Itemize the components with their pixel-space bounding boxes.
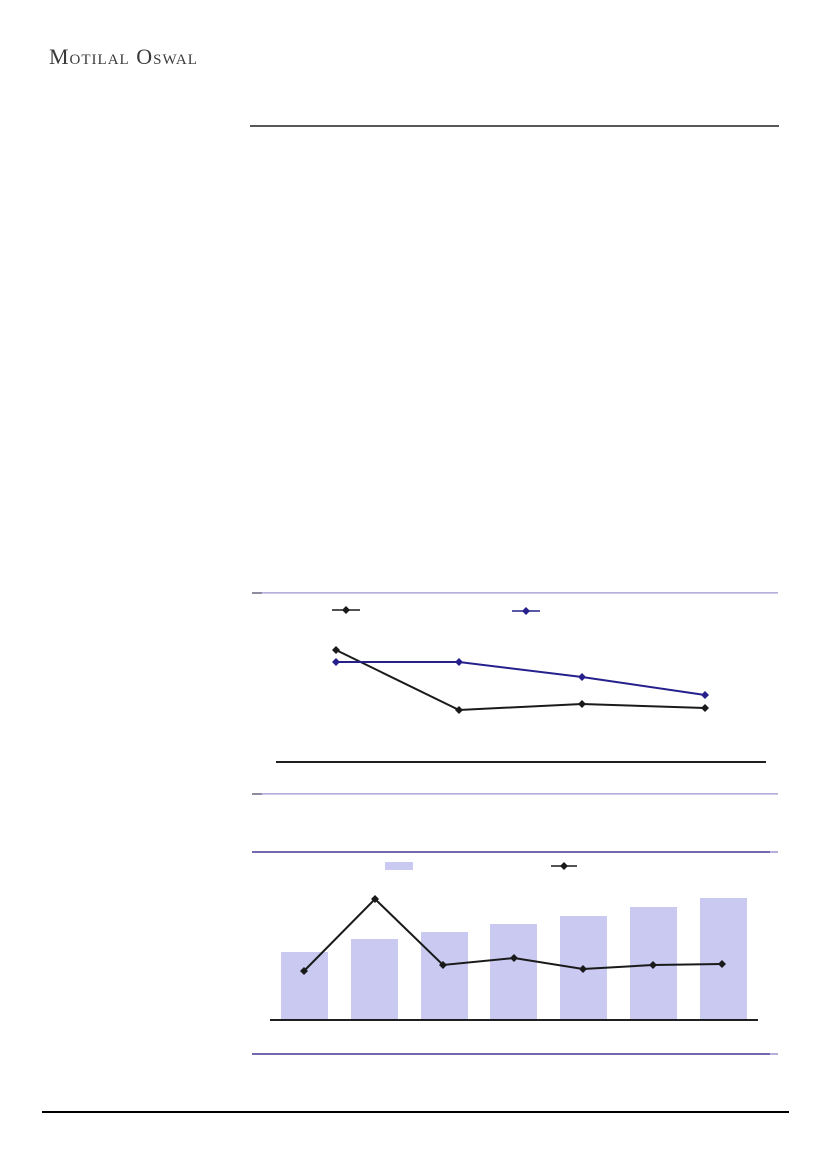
legend-bar-swatch: [385, 862, 413, 870]
navy-series-marker: [701, 691, 709, 699]
divider-tick: [770, 1053, 778, 1055]
header-rule: [250, 125, 779, 127]
black-line-marker: [579, 965, 587, 973]
black-line-marker: [439, 961, 447, 969]
footer-rule: [42, 1111, 789, 1113]
navy-series-marker: [455, 658, 463, 666]
bar: [490, 924, 537, 1020]
legend-marker: [560, 862, 568, 870]
divider-tick: [770, 851, 778, 853]
section-divider-top: [252, 592, 778, 594]
black-series-marker: [578, 700, 586, 708]
section-divider-chart2-top: [252, 851, 778, 853]
navy-series-line: [336, 661, 706, 696]
legend-marker: [342, 606, 350, 614]
black-series-marker: [332, 646, 340, 654]
line-chart: [276, 606, 766, 763]
black-line-marker: [649, 961, 657, 969]
section-divider-chart2-bottom: [252, 1053, 778, 1055]
bar: [281, 952, 328, 1020]
legend-marker: [522, 607, 530, 615]
brand-logo: Motilal Oswal: [49, 44, 198, 69]
black-line-marker: [718, 960, 726, 968]
black-series-line: [335, 649, 706, 712]
bar-line-chart: [270, 862, 758, 1021]
divider-tick: [252, 793, 262, 795]
black-line-marker: [371, 895, 379, 903]
black-line-marker: [510, 954, 518, 962]
bar: [351, 939, 398, 1020]
black-series-marker: [701, 704, 709, 712]
bar: [700, 898, 747, 1020]
section-divider-mid: [252, 793, 778, 795]
black-series-marker: [455, 706, 463, 714]
navy-series-marker: [332, 658, 340, 666]
black-line-marker: [300, 967, 308, 975]
navy-series-marker: [578, 673, 586, 681]
divider-tick: [252, 592, 262, 594]
bar: [421, 932, 468, 1020]
